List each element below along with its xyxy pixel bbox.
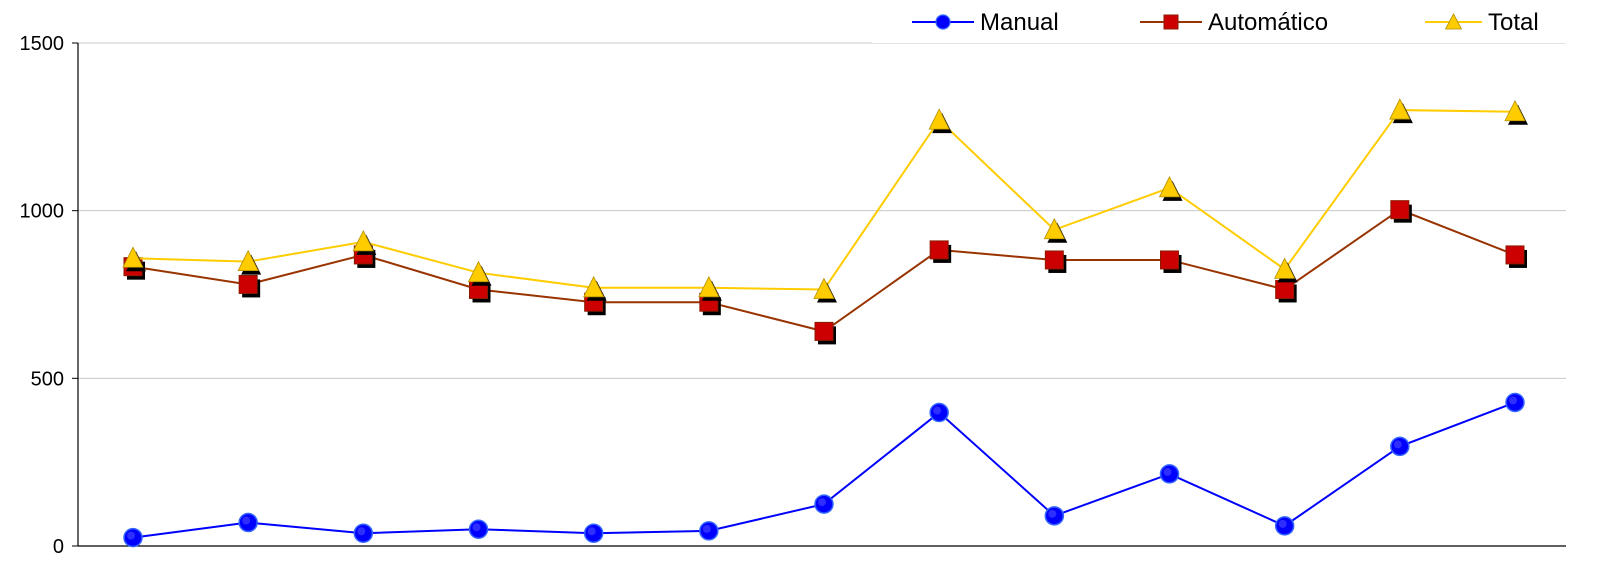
legend-item-total: Total [1425,9,1539,36]
data-point [1044,506,1065,526]
legend-label: Manual [980,9,1059,36]
data-point [122,246,146,272]
data-point [813,277,837,303]
series-line [132,109,1516,291]
series-automático [123,200,1527,345]
data-point [1390,436,1410,457]
data-point [1505,392,1525,413]
y-tick-label: 1500 [20,33,65,55]
data-point [467,260,492,286]
data-point [929,240,952,263]
legend-label: Automático [1208,9,1328,36]
data-point [814,321,836,345]
data-point [1274,257,1298,283]
series-line [132,401,1516,539]
legend-marker [1444,13,1463,30]
data-point [352,229,377,255]
data-point [1275,279,1297,303]
data-point [238,274,261,298]
legend-label: Total [1488,9,1539,36]
data-point [1044,250,1067,273]
data-point [814,494,834,514]
data-point [1504,99,1528,125]
data-point [353,523,374,544]
data-point [699,521,719,541]
data-point [1389,98,1413,124]
y-tick-label: 500 [31,368,64,390]
data-point [1158,175,1183,201]
y-axis: 0 500 1000 1500 [20,33,1566,558]
data-point [1160,250,1182,273]
legend-item-automático: Automático [1140,9,1328,36]
series-line [132,208,1516,333]
data-point [1043,217,1068,243]
legend-marker [935,14,951,30]
series-total [122,98,1528,303]
legend-item-manual: Manual [912,9,1059,36]
data-point [123,527,143,548]
data-point [1390,200,1412,223]
data-point [929,402,949,423]
y-tick-label: 1000 [20,201,65,223]
data-point [928,108,953,134]
y-tick-label: 0 [53,536,64,558]
data-point [468,519,489,539]
data-point [583,275,607,301]
data-point [237,249,262,275]
legend: Manual Automático Total [872,0,1572,43]
data-point [583,523,604,544]
series-group [122,98,1528,548]
data-point [1159,464,1180,484]
data-point [238,512,258,533]
data-point [1274,516,1295,536]
series-manual [123,392,1525,548]
data-point [698,275,722,301]
legend-marker [1163,14,1179,30]
data-point [1505,245,1527,268]
